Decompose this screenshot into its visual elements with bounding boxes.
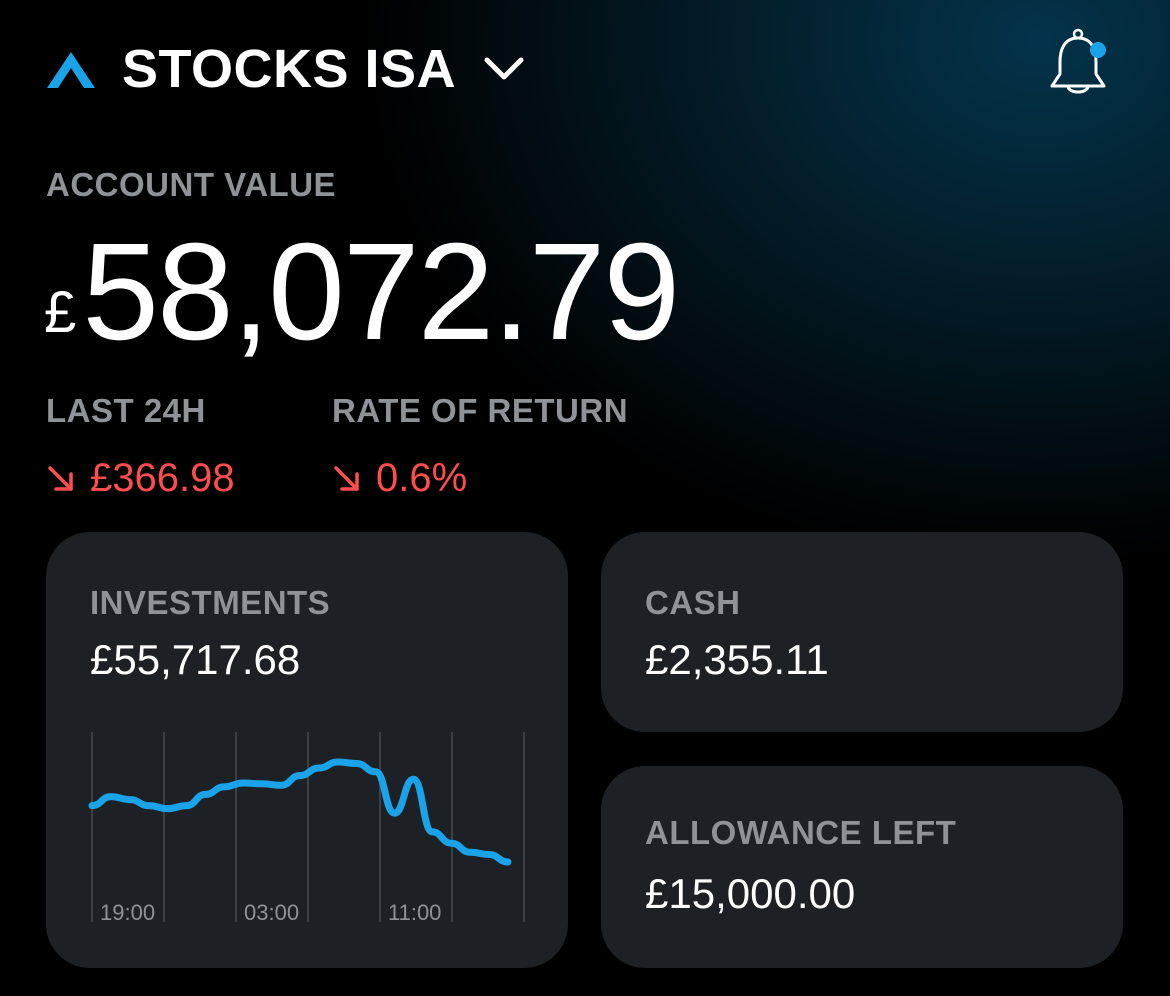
investments-value: £55,717.68 <box>90 636 301 683</box>
account-value-amount: 58,072.79 <box>82 215 680 369</box>
caret-up-logo-icon <box>47 52 95 88</box>
last-24h-stat: LAST 24H £366.98 <box>46 392 235 501</box>
cash-value: £2,355.11 <box>645 636 829 683</box>
bell-icon[interactable] <box>1048 28 1112 100</box>
investments-chart: 19:00 03:00 11:00 <box>88 732 525 925</box>
account-value-label: ACCOUNT VALUE <box>46 166 337 203</box>
rate-of-return-value: 0.6% <box>376 456 468 500</box>
allowance-label: ALLOWANCE LEFT <box>645 814 957 851</box>
account-switcher[interactable]: STOCKS ISA <box>122 36 524 102</box>
currency-symbol: £ <box>44 280 77 345</box>
allowance-value: £15,000.00 <box>645 870 856 917</box>
account-value: £ 58,072.79 <box>44 215 680 369</box>
arrow-down-right-icon <box>334 465 359 491</box>
arrow-down-right-icon <box>48 465 73 491</box>
investments-label: INVESTMENTS <box>90 584 331 621</box>
chart-x-tick-label: 19:00 <box>100 900 155 925</box>
cash-card[interactable]: CASH £2,355.11 <box>601 532 1123 732</box>
chevron-down-icon <box>484 57 524 80</box>
last-24h-label: LAST 24H <box>46 392 206 429</box>
account-name: STOCKS ISA <box>122 39 457 99</box>
chart-x-tick-label: 11:00 <box>388 900 441 925</box>
investments-card[interactable]: INVESTMENTS £55,717.68 19:00 03:00 11:00 <box>46 532 568 968</box>
last-24h-value: £366.98 <box>90 456 235 500</box>
cash-label: CASH <box>645 584 741 621</box>
rate-of-return-label: RATE OF RETURN <box>332 392 629 429</box>
chart-series-line <box>88 758 512 866</box>
top-bar: STOCKS ISA <box>46 28 1120 106</box>
allowance-card[interactable]: ALLOWANCE LEFT £15,000.00 <box>601 766 1123 968</box>
chart-x-tick-label: 03:00 <box>244 900 299 925</box>
rate-of-return-stat: RATE OF RETURN 0.6% <box>332 392 628 501</box>
